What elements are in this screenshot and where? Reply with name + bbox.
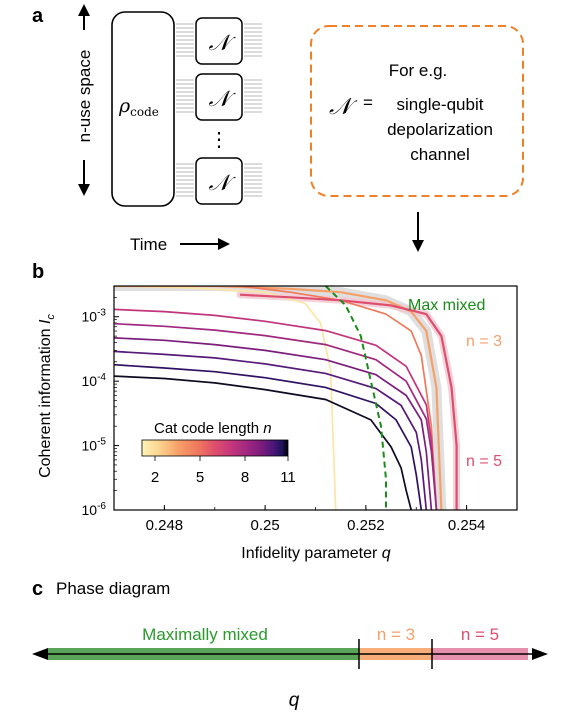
channel-box-1: 𝒩 (195, 17, 243, 65)
y-tick-label: 10-3 (82, 308, 107, 325)
callout-channel-symbol: 𝒩 (329, 94, 358, 120)
series-line-n4 (239, 286, 438, 510)
plot-area (114, 286, 461, 510)
down-arrow (412, 212, 424, 252)
y-tick-label: 10-4 (82, 372, 107, 389)
x-tick-label: 0.254 (448, 517, 486, 534)
colorbar-tick-8: 8 (241, 469, 249, 486)
colorbar-tick-11: 11 (280, 469, 296, 486)
callout-line3: depolarization (387, 120, 493, 139)
panel-c: c Phase diagram Maximally mixed n = 3 n … (32, 578, 548, 711)
phase-axis (32, 639, 548, 669)
y-tick-label: 10-5 (82, 437, 107, 454)
phase-n5-label: n = 5 (461, 625, 499, 644)
series-line-n11 (114, 375, 413, 510)
x-tick-label: 0.252 (347, 517, 385, 534)
colorbar-title: Cat code length n (154, 420, 272, 437)
phase-diagram-title: Phase diagram (56, 579, 170, 598)
panel-c-label: c (32, 578, 43, 600)
y-axis-label: Coherent information Ic (37, 314, 57, 478)
panel-a: a n-use space ρcode 𝒩 𝒩 ⋮ 𝒩 Time For e.g… (32, 4, 524, 254)
colorbar-tick-2: 2 (151, 469, 159, 486)
series-line-n9 (114, 350, 428, 510)
plot-frame (113, 285, 518, 511)
callout-line2: single-qubit (397, 95, 484, 114)
x-axis-label: Infidelity parameter q (241, 545, 391, 562)
x-tick-label: 0.25 (251, 517, 280, 534)
channel-box-3: 𝒩 (195, 157, 243, 205)
colorbar (141, 439, 289, 457)
series-line-n2 (114, 286, 337, 510)
phase-n3-label: n = 3 (377, 625, 415, 644)
time-label: Time (130, 235, 167, 254)
rho-code-box (111, 11, 175, 207)
series-line-n6 (114, 308, 438, 510)
series-line-n3 (114, 286, 443, 510)
panel-a-label: a (32, 5, 44, 27)
callout-line4: channel (410, 145, 470, 164)
phase-axis-label: q (289, 690, 300, 711)
time-arrow (180, 238, 230, 250)
nuse-label: n-use space (75, 50, 94, 143)
series-line-n7 (114, 322, 438, 510)
series-line-n5 (239, 293, 458, 510)
wire-lines (176, 23, 262, 197)
panel-b-chart: b Coherent information Ic Infidelity par… (32, 261, 518, 562)
n3-label: n = 3 (466, 333, 502, 350)
y-tick-label: 10-6 (82, 501, 107, 518)
max-mixed-label: Max mixed (408, 297, 485, 314)
rho-code-label: ρcode (118, 95, 159, 119)
n5-label: n = 5 (466, 453, 502, 470)
series-line-n8 (114, 337, 433, 510)
callout-line1: For e.g. (389, 61, 448, 80)
panel-b-label: b (32, 261, 44, 283)
x-tick-label: 0.248 (146, 517, 184, 534)
maximally-mixed-label: Maximally mixed (142, 625, 268, 644)
channel-dots: ⋮ (209, 129, 229, 151)
callout-box (310, 25, 524, 197)
callout-equals: = (363, 93, 373, 112)
colorbar-tick-5: 5 (196, 469, 204, 486)
series-line-n10 (114, 363, 423, 510)
colorbar-ticks (154, 456, 289, 461)
highlight-band-n3 (114, 286, 447, 510)
channel-box-2: 𝒩 (195, 73, 243, 121)
